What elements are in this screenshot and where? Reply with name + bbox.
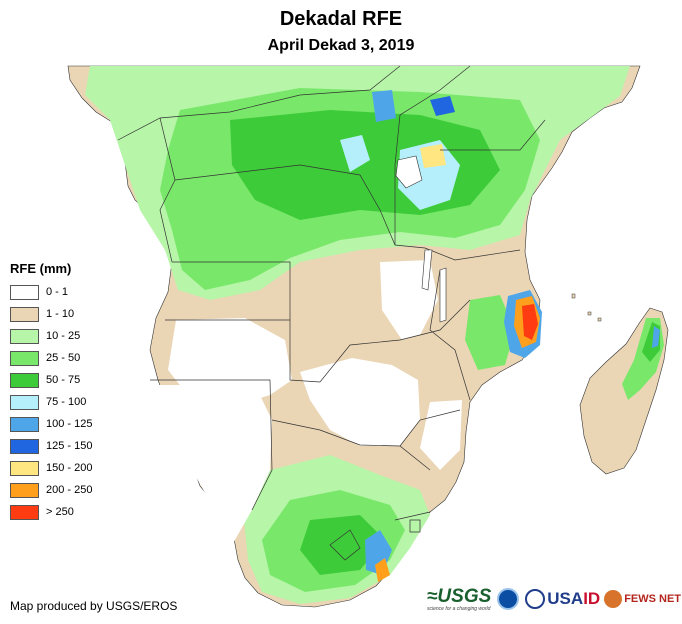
legend-swatch: [10, 394, 39, 410]
legend-item: 125 - 150: [10, 435, 92, 457]
noaa-logo: [497, 588, 520, 610]
legend-label: 50 - 75: [46, 374, 81, 386]
legend-item: 100 - 125: [10, 413, 92, 435]
usaid-seal-icon: [525, 589, 546, 609]
rain-zone-dry: [150, 260, 462, 545]
legend-item: 0 - 1: [10, 281, 92, 303]
legend-item: 25 - 50: [10, 347, 92, 369]
legend-swatch: [10, 306, 39, 322]
legend-item: 1 - 10: [10, 303, 92, 325]
legend-item: 75 - 100: [10, 391, 92, 413]
legend-label: 75 - 100: [46, 396, 87, 408]
rain-zone-extreme: [504, 290, 542, 358]
legend-swatch: [10, 460, 39, 476]
legend-swatch: [10, 438, 39, 454]
legend-swatch: [10, 328, 39, 344]
map-subtitle: April Dekad 3, 2019: [267, 37, 415, 54]
legend-item: > 250: [10, 501, 92, 523]
fews-seal-icon: [604, 590, 623, 608]
legend-item: 10 - 25: [10, 325, 92, 347]
legend-label: 1 - 10: [46, 308, 75, 320]
lakes: [395, 155, 447, 323]
credit-text: Map produced by USGS/EROS: [10, 599, 178, 613]
country-borders: [117, 65, 546, 561]
legend-label: 200 - 250: [46, 484, 93, 496]
legend-label: 0 - 1: [46, 286, 69, 298]
usgs-logo: ≈USGS science for a changing world: [427, 586, 492, 612]
legend-label: 10 - 25: [46, 330, 81, 342]
partner-logos: ≈USGS science for a changing world USAID …: [427, 586, 681, 612]
legend-swatch: [10, 350, 39, 366]
legend-item: 50 - 75: [10, 369, 92, 391]
legend-swatch: [10, 284, 39, 300]
legend-label: 25 - 50: [46, 352, 81, 364]
legend-title: RFE (mm): [10, 261, 72, 276]
fews-net-logo: FEWS NET: [624, 593, 682, 605]
legend-label: 125 - 150: [46, 440, 93, 452]
legend-label: 100 - 125: [46, 418, 93, 430]
usaid-logo: USAID: [547, 589, 601, 608]
legend: RFE (mm) 0 - 1 1 - 10 10 - 25 25 - 50 50 - 7…: [10, 259, 92, 523]
legend-label: 150 - 200: [46, 462, 93, 474]
madagascar-rain-blue: [652, 326, 660, 348]
legend-item: 200 - 250: [10, 479, 92, 501]
legend-swatch: [10, 504, 39, 520]
legend-swatch: [10, 372, 39, 388]
legend-swatch: [10, 416, 39, 432]
legend-swatch: [10, 482, 39, 498]
map-title: Dekadal RFE: [279, 8, 403, 30]
legend-label: > 250: [46, 506, 74, 518]
legend-item: 150 - 200: [10, 457, 92, 479]
islands: [571, 293, 602, 322]
